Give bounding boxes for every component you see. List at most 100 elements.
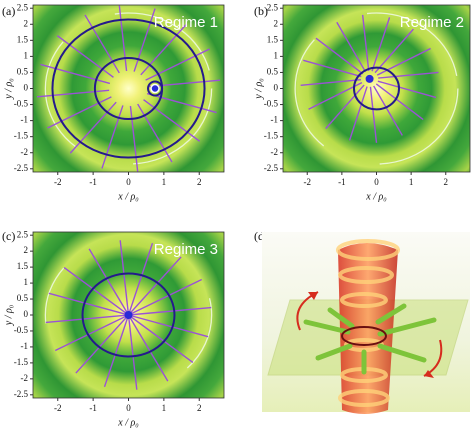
field-line: [128, 314, 194, 364]
field-line: [56, 35, 114, 78]
field-line: [75, 314, 130, 374]
y-tick-label: -0.5: [264, 99, 279, 109]
field-line: [127, 256, 182, 316]
vortex-marker: [365, 74, 374, 83]
field-line: [300, 78, 362, 86]
y-tick-label: -1.5: [14, 131, 29, 141]
field-line: [128, 314, 209, 338]
field-line: [377, 80, 437, 99]
field-line: [140, 23, 188, 76]
y-tick-label: -2: [271, 147, 279, 157]
circle: [352, 66, 401, 111]
field-background: [283, 5, 470, 172]
field-line: [103, 314, 130, 388]
field-line: [369, 86, 378, 143]
x-tick-label: -2: [54, 403, 62, 413]
y-tick-label: 1: [24, 50, 29, 60]
field-line: [325, 84, 365, 130]
field-line: [69, 101, 117, 154]
panel-label: (b): [254, 4, 268, 18]
y-tick-label: -2.5: [14, 163, 29, 173]
x-tick-label: 1: [409, 177, 414, 187]
x-tick-label: 1: [162, 177, 167, 187]
x-tick-label: 1: [162, 403, 167, 413]
x-tick-label: 2: [444, 177, 449, 187]
x-tick-label: -1: [89, 177, 97, 187]
field-line: [137, 103, 173, 163]
field-line: [40, 63, 111, 85]
y-tick-label: 2: [274, 18, 279, 28]
field-line: [119, 240, 130, 316]
field-line: [371, 17, 391, 72]
y-tick-label: 1.5: [17, 34, 29, 44]
x-tick-label: 2: [197, 403, 202, 413]
field-line: [54, 314, 129, 352]
y-tick-label: -1: [271, 115, 279, 125]
x-tick-label: 0: [126, 177, 131, 187]
y-tick-label: -0.5: [14, 325, 29, 335]
vortex-marker: [124, 311, 133, 319]
field-line: [127, 314, 169, 382]
y-tick-label: -2.5: [264, 163, 279, 173]
field-line: [374, 28, 414, 74]
x-axis-label: x / ρ₀: [117, 191, 139, 202]
y-tick-label: 2: [24, 245, 29, 255]
y-tick-label: -1: [21, 341, 29, 351]
y-tick-label: 2.5: [267, 2, 279, 12]
field-line: [84, 14, 120, 74]
field-line: [147, 79, 221, 88]
y-tick-label: 0: [24, 83, 29, 93]
x-axis-label: x / ρ₀: [117, 417, 139, 428]
y-tick-label: 1: [274, 50, 279, 60]
field-line: [378, 71, 439, 79]
field-line: [303, 59, 362, 78]
field-line: [127, 242, 154, 316]
field-line: [373, 85, 403, 136]
plot-area: [33, 5, 224, 172]
field-line: [45, 314, 129, 324]
field-background: [33, 5, 224, 172]
field-line: [145, 48, 210, 81]
y-axis-label: y / ρ₀: [253, 78, 264, 100]
y-tick-label: 0.5: [17, 293, 29, 303]
y-tick-label: 2.5: [17, 229, 29, 239]
plot-area: [33, 232, 224, 398]
field-line: [361, 14, 370, 71]
circle: [81, 272, 176, 358]
field-line: [101, 105, 124, 169]
panel-label: (a): [2, 4, 15, 18]
x-axis-label: x / ρ₀: [365, 191, 387, 202]
field-line: [143, 99, 201, 142]
field-line: [315, 37, 364, 75]
field-line: [128, 306, 212, 316]
field-line: [336, 21, 367, 73]
y-tick-label: -1.5: [264, 131, 279, 141]
circle: [51, 18, 206, 159]
field-line: [375, 83, 424, 121]
x-tick-label: 0: [126, 403, 131, 413]
y-tick-label: 0.5: [17, 67, 29, 77]
y-axis-label: y / ρ₀: [3, 78, 14, 100]
y-tick-label: -2.5: [14, 389, 29, 399]
field-line: [128, 278, 203, 316]
y-tick-label: -1: [21, 115, 29, 125]
field-line: [63, 266, 129, 316]
contour: [294, 12, 459, 165]
plot-title: Regime 2: [400, 14, 464, 31]
y-tick-label: -0.5: [14, 99, 29, 109]
field-line: [348, 86, 368, 141]
y-tick-label: 1: [24, 277, 29, 287]
field-line: [129, 105, 139, 172]
y-axis-label: y / ρ₀: [3, 304, 14, 326]
plot-title: Regime 1: [154, 14, 218, 31]
field-line: [146, 92, 217, 114]
x-tick-label: 0: [374, 177, 379, 187]
plot-area: [283, 5, 470, 172]
x-tick-label: -1: [89, 403, 97, 413]
field-line: [36, 89, 110, 98]
panel-label: (c): [2, 229, 15, 243]
x-tick-label: 2: [197, 177, 202, 187]
vortex-ring: [147, 80, 164, 97]
vortex-marker: [150, 83, 160, 94]
illustration: [262, 232, 470, 414]
